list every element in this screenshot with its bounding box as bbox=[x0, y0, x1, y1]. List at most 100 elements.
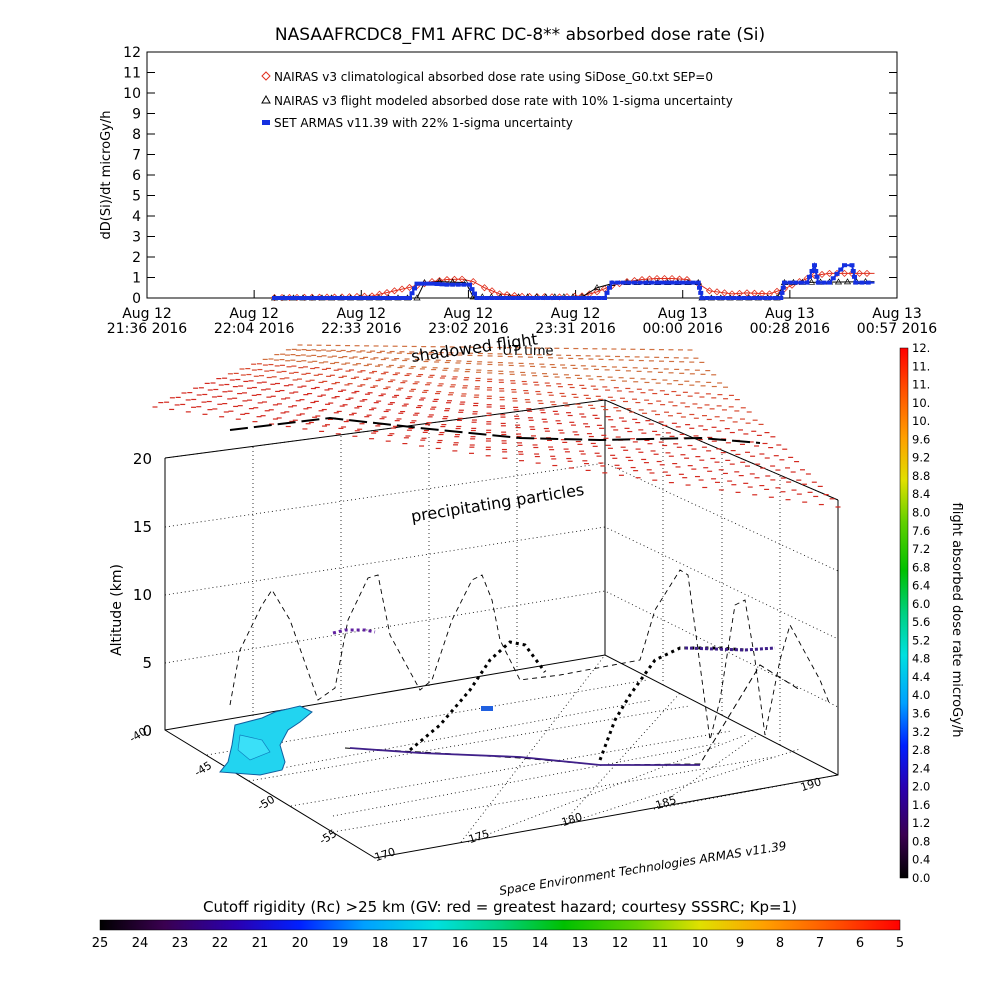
data-point bbox=[332, 296, 337, 300]
cutoff-rigidity-tick-label: 24 bbox=[132, 936, 149, 951]
data-point bbox=[540, 296, 546, 300]
data-point bbox=[495, 290, 504, 298]
y-tick-label: 8 bbox=[132, 127, 141, 143]
data-point bbox=[720, 296, 726, 300]
cutoff-rigidity-colorbar-label: Cutoff rigidity (Rc) >25 km (GV: red = g… bbox=[203, 898, 797, 916]
data-point bbox=[500, 296, 505, 300]
data-point bbox=[398, 285, 406, 293]
data-point bbox=[402, 296, 407, 300]
data-point bbox=[697, 285, 702, 290]
dose-rate-tick-label: 2.0 bbox=[912, 780, 930, 794]
data-point bbox=[757, 296, 763, 300]
data-point bbox=[705, 287, 714, 295]
data-point bbox=[525, 296, 531, 300]
data-point bbox=[510, 296, 516, 300]
dose-rate-tick-label: 7.2 bbox=[912, 542, 930, 556]
data-point bbox=[660, 274, 669, 283]
credit-text: Space Environment Technologies ARMAS v11… bbox=[498, 839, 787, 898]
data-point bbox=[813, 269, 819, 274]
x-tick-label-time: 23:31 2016 bbox=[535, 321, 616, 337]
data-point bbox=[383, 288, 391, 297]
cutoff-rigidity-tick-label: 14 bbox=[532, 936, 549, 951]
data-point bbox=[685, 280, 691, 285]
data-point bbox=[615, 280, 621, 285]
data-point bbox=[591, 296, 597, 300]
dose-rate-tick-label: 8.0 bbox=[912, 505, 930, 519]
dose-rate-tick-label: 2.8 bbox=[912, 743, 930, 757]
cutoff-rigidity-tick-label: 16 bbox=[452, 936, 469, 951]
dose-rate-tick-label: 0.0 bbox=[912, 871, 930, 885]
data-point bbox=[585, 290, 594, 298]
cutoff-rigidity-tick-label: 18 bbox=[372, 936, 389, 951]
cutoff-rigidity-tick-label: 12 bbox=[612, 936, 629, 951]
cutoff-rigidity-tick-label: 9 bbox=[736, 936, 744, 951]
data-point bbox=[620, 280, 626, 285]
data-point bbox=[825, 269, 834, 277]
data-point bbox=[581, 296, 587, 300]
cutoff-rigidity-tick-label: 22 bbox=[212, 936, 229, 951]
timeseries-y-axis-label: dD(Si)/dt microGy/h bbox=[99, 111, 114, 240]
data-point bbox=[414, 281, 420, 286]
data-point bbox=[530, 296, 536, 300]
x-tick-label-date: Aug 13 bbox=[658, 306, 708, 322]
data-point bbox=[725, 296, 731, 300]
cutoff-rigidity-tick-label: 6 bbox=[856, 936, 864, 951]
x-tick-label-time: 00:00 2016 bbox=[642, 321, 723, 337]
legend-entry-flight-modeled: NAIRAS v3 flight modeled absorbed dose r… bbox=[261, 94, 733, 108]
data-point bbox=[282, 296, 287, 300]
y-tick-label: 6 bbox=[132, 168, 141, 184]
data-point bbox=[412, 286, 417, 291]
data-point bbox=[643, 280, 649, 285]
data-point bbox=[469, 278, 477, 286]
data-point bbox=[472, 291, 477, 296]
y-tick-label: 3 bbox=[132, 230, 141, 246]
cutoff-rigidity-tick-label: 11 bbox=[652, 936, 669, 951]
flight-path-segment-3 bbox=[598, 646, 746, 761]
altitude-axis-label: Altitude (km) bbox=[109, 564, 125, 656]
y-tick-label: 4 bbox=[132, 209, 141, 225]
data-point bbox=[626, 280, 632, 285]
data-point bbox=[596, 296, 602, 300]
data-point bbox=[413, 294, 421, 301]
data-point bbox=[347, 296, 352, 300]
data-point bbox=[680, 280, 685, 285]
data-point bbox=[292, 296, 297, 300]
y-tick-label: 10 bbox=[123, 86, 141, 102]
data-point bbox=[735, 289, 744, 297]
data-point bbox=[362, 296, 367, 300]
data-point bbox=[807, 274, 812, 279]
data-point bbox=[798, 280, 804, 285]
y-tick-label: 0 bbox=[132, 291, 141, 307]
data-point bbox=[556, 296, 562, 300]
dose-rate-tick-label: 12. bbox=[912, 341, 930, 355]
dose-rate-tick-label: 4.8 bbox=[912, 652, 930, 666]
data-point bbox=[372, 296, 377, 300]
dose-rate-tick-label: 5.6 bbox=[912, 615, 930, 629]
data-point bbox=[576, 296, 582, 300]
data-point bbox=[743, 289, 751, 297]
data-point bbox=[382, 296, 387, 300]
data-point bbox=[429, 281, 435, 286]
data-point bbox=[515, 296, 521, 300]
data-point bbox=[545, 296, 551, 300]
dose-rate-tick-label: 6.8 bbox=[912, 560, 930, 574]
data-point bbox=[586, 296, 592, 300]
cutoff-rigidity-tick-label: 19 bbox=[332, 936, 349, 951]
x-tick-label-date: Aug 13 bbox=[765, 306, 815, 322]
data-point bbox=[849, 263, 855, 268]
dose-rate-tick-label: 8.8 bbox=[912, 469, 930, 483]
data-point bbox=[337, 296, 342, 300]
altitude-tick-label: 10 bbox=[133, 586, 152, 604]
data-point bbox=[458, 275, 466, 283]
data-point bbox=[787, 280, 793, 285]
data-point bbox=[551, 296, 556, 300]
data-point bbox=[302, 296, 307, 300]
cutoff-rigidity-tick-label: 7 bbox=[816, 936, 824, 951]
data-point bbox=[699, 296, 705, 300]
data-point bbox=[782, 280, 787, 285]
x-tick-label-date: Aug 13 bbox=[872, 306, 922, 322]
data-point bbox=[850, 269, 856, 274]
flight-altitude-dashed bbox=[229, 569, 831, 741]
data-point bbox=[439, 282, 445, 287]
